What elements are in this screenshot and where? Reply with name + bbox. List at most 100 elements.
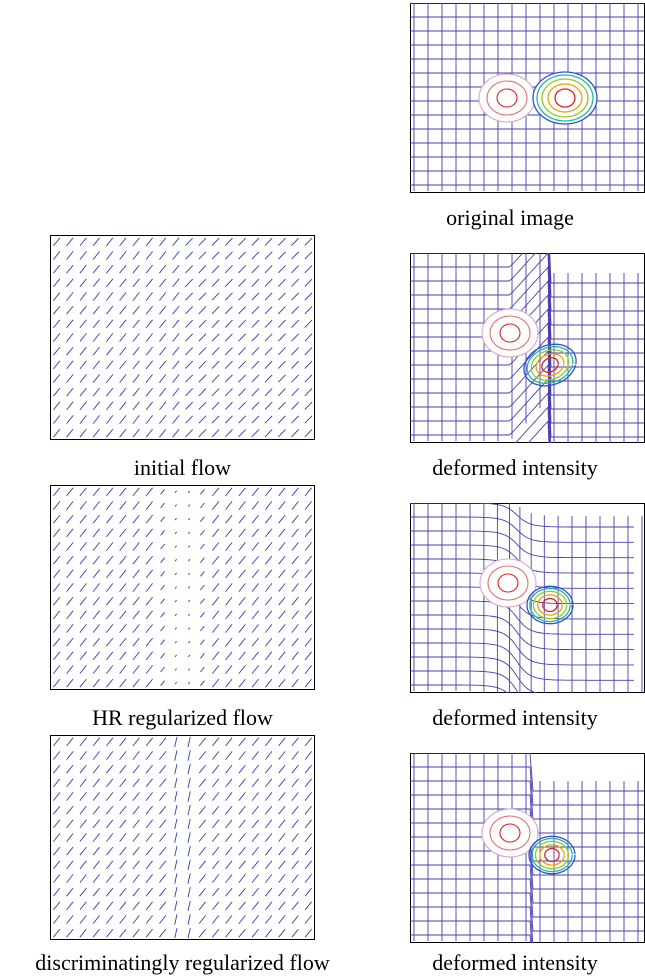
flow-vector: [172, 333, 180, 342]
flow-vector: [53, 501, 61, 510]
flow-vector: [264, 401, 273, 410]
flow-vector: [145, 264, 153, 274]
flow-vector: [159, 237, 167, 247]
flow-vector: [106, 678, 114, 688]
flow-vector: [278, 751, 286, 760]
flow-vector: [79, 428, 87, 438]
flow-vector: [174, 504, 177, 507]
flow-vector: [92, 887, 100, 897]
flow-vector: [145, 251, 153, 260]
flow-vector: [185, 265, 194, 274]
flow-vector: [224, 251, 233, 260]
flow-vector: [145, 346, 153, 356]
flow-vector: [278, 569, 286, 579]
flow-vector: [188, 613, 191, 617]
flow-vector: [225, 596, 233, 606]
flow-vector: [291, 737, 299, 747]
flow-vector: [265, 624, 273, 633]
flow-vector: [53, 528, 61, 538]
flow-vector: [278, 487, 286, 497]
flow-vector: [79, 805, 87, 815]
flow-vector: [198, 846, 206, 856]
flow-vector: [187, 818, 191, 829]
flow-vector: [264, 237, 273, 246]
flow-vector: [278, 915, 286, 924]
flow-vector: [212, 751, 220, 760]
flow-vector: [66, 651, 74, 661]
flow-vector: [79, 415, 87, 424]
flow-vector: [92, 305, 100, 315]
flow-vector: [225, 487, 233, 497]
flow-vector: [92, 360, 100, 370]
contour-right: [544, 847, 560, 863]
flow-vector: [66, 487, 74, 497]
flow-vector: [53, 792, 61, 801]
flow-vector: [304, 528, 312, 538]
flow-vector: [172, 278, 180, 288]
flow-vector: [132, 305, 140, 315]
flow-vector: [66, 678, 74, 688]
flow-vector: [238, 278, 247, 287]
grid-line-h: [410, 753, 644, 792]
flow-vector: [145, 596, 153, 606]
flow-vector: [132, 374, 140, 383]
grid-line-h: [514, 406, 550, 443]
flow-vector: [79, 528, 87, 538]
flow-vector: [53, 637, 61, 647]
flow-vector: [172, 360, 180, 370]
contour-right: [535, 353, 565, 377]
flow-vector: [212, 501, 220, 510]
flow-vector: [238, 874, 246, 883]
flow-vector: [265, 637, 273, 647]
flow-vector: [291, 251, 300, 260]
flow-vector: [92, 542, 100, 551]
flow-vector: [53, 514, 61, 524]
flow-vector: [66, 860, 74, 870]
flow-vector: [225, 678, 233, 688]
flow-vector: [238, 805, 246, 815]
flow-vector: [265, 764, 273, 774]
flow-vector: [277, 388, 286, 397]
flow-vector: [66, 637, 74, 647]
flow-vector: [251, 528, 259, 538]
flow-vector: [174, 859, 178, 870]
flow-vector: [160, 516, 165, 522]
flow-vector: [79, 764, 87, 774]
flow-vector: [277, 292, 286, 301]
flow-vector: [132, 860, 140, 870]
flow-vector: [145, 501, 153, 510]
discriminatingly-regularized-flow-field: [50, 735, 315, 940]
deformed-disc-panel: [410, 753, 645, 943]
flow-vector: [198, 751, 206, 760]
grid-line-h: [410, 600, 634, 635]
flow-vector: [251, 388, 260, 397]
flow-vector: [145, 678, 153, 688]
flow-vector: [92, 596, 100, 606]
flow-vector: [66, 764, 74, 774]
flow-vector: [304, 542, 312, 551]
flow-vector: [53, 428, 61, 438]
flow-vector: [106, 360, 114, 370]
flow-vector: [265, 915, 273, 924]
flow-vector: [278, 860, 286, 870]
flow-vector: [251, 292, 260, 301]
flow-vector: [304, 569, 312, 579]
grid-line-h: [410, 280, 644, 354]
flow-vector: [106, 387, 114, 397]
flow-vector: [238, 928, 246, 938]
flow-vector: [106, 915, 114, 924]
flow-vector: [225, 528, 233, 538]
flow-vector: [79, 514, 87, 524]
flow-vector: [185, 374, 194, 383]
flow-vector: [278, 778, 286, 788]
flow-vector: [92, 401, 100, 411]
flow-vector: [174, 887, 178, 898]
flow-vector: [212, 651, 220, 661]
flow-vector: [174, 640, 177, 644]
flow-vector: [251, 319, 260, 328]
flow-vector: [53, 292, 61, 301]
flow-vector: [106, 401, 114, 411]
grid-line-h: [410, 392, 551, 443]
flow-vector: [160, 680, 165, 686]
flow-vector: [238, 651, 246, 661]
